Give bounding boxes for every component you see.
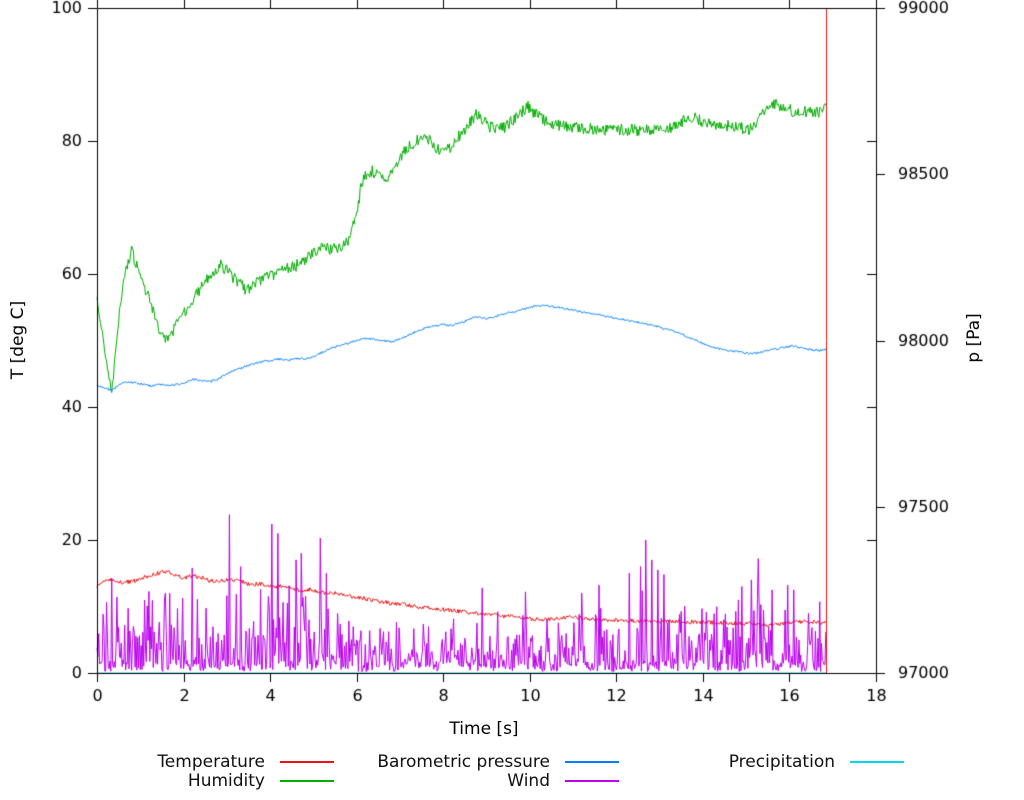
- temperature-line-swatch: [280, 761, 334, 763]
- x-axis-title: Time [s]: [449, 719, 519, 739]
- legend-label-precipitation: Precipitation: [728, 752, 835, 772]
- precipitation-line-swatch: [850, 761, 904, 763]
- legend-item-humidity: Humidity: [65, 771, 334, 791]
- legend-label-barometric-pressure: Barometric pressure: [377, 752, 550, 772]
- legend-label-wind: Wind: [507, 771, 550, 791]
- barometric-pressure-line-swatch: [565, 761, 619, 763]
- y-axis-title: T [deg C]: [8, 300, 28, 380]
- legend-item-wind: Wind: [350, 771, 619, 791]
- legend-item-precipitation: Precipitation: [635, 752, 904, 772]
- legend-label-humidity: Humidity: [187, 771, 265, 791]
- humidity-line-swatch: [280, 780, 334, 782]
- wind-line-swatch: [565, 780, 619, 782]
- y2-axis-title: p [Pa]: [964, 313, 984, 363]
- legend-item-temperature: Temperature: [65, 752, 334, 772]
- legend-label-temperature: Temperature: [157, 752, 265, 772]
- legend-item-barometric-pressure: Barometric pressure: [350, 752, 619, 772]
